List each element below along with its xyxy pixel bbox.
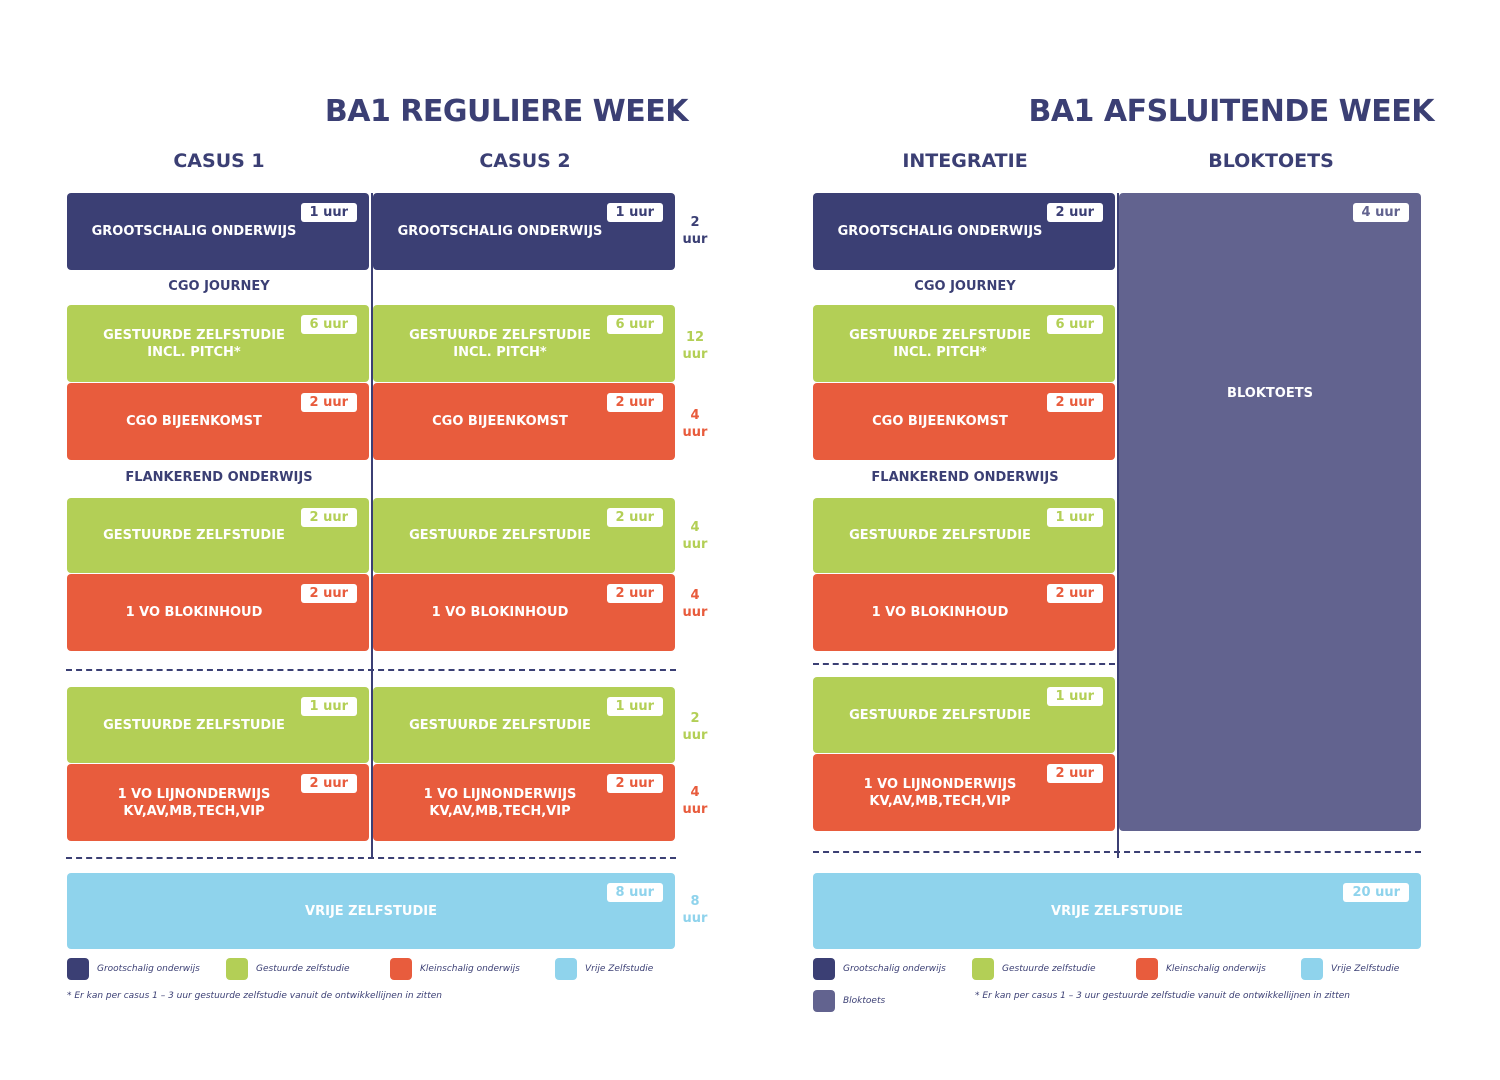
integratie-vo-blokinhoud-block: 1 VO BLOKINHOUD 2 uur (813, 574, 1115, 651)
total-gestuurde-pitch: 12 uur (682, 330, 708, 362)
hours-badge: 1 uur (1046, 508, 1103, 527)
integratie-cgo-bijeenkomst-block: CGO BIJEENKOMST 2 uur (813, 383, 1115, 460)
legend-grootschalig: Grootschalig onderwijs (67, 958, 200, 980)
right-title: BA1 AFSLUITENDE WEEK (1028, 94, 1434, 129)
legend-swatch (813, 990, 835, 1012)
hours-badge: 8 uur (606, 883, 663, 902)
integratie-grootschalig-block: GROOTSCHALIG ONDERWIJS 2 uur (813, 193, 1115, 270)
left-vrije-zelfstudie-block: VRIJE ZELFSTUDIE 8 uur (67, 873, 675, 949)
hours-badge: 2 uur (300, 393, 357, 412)
legend-vrije: Vrije Zelfstudie (1301, 958, 1399, 980)
casus2-grootschalig-block: GROOTSCHALIG ONDERWIJS 1 uur (373, 193, 675, 270)
hours-badge: 2 uur (300, 508, 357, 527)
legend-swatch (226, 958, 248, 980)
hours-badge: 1 uur (606, 203, 663, 222)
left-footnote: * Er kan per casus 1 – 3 uur gestuurde z… (67, 991, 442, 1001)
casus2-gestuurde-zelfstudie-2-block: GESTUURDE ZELFSTUDIE 1 uur (373, 687, 675, 763)
integratie-vo-lijnonderwijs-block: 1 VO LIJNONDERWIJS KV,AV,MB,TECH,VIP 2 uu… (813, 754, 1115, 831)
left-cgo-journey-header: CGO JOURNEY (168, 279, 270, 294)
left-col2-header: CASUS 2 (479, 150, 571, 172)
hours-badge: 1 uur (1046, 687, 1103, 706)
legend-swatch (1301, 958, 1323, 980)
casus1-grootschalig-block: GROOTSCHALIG ONDERWIJS 1 uur (67, 193, 369, 270)
hours-badge: 2 uur (606, 774, 663, 793)
legend-swatch (390, 958, 412, 980)
integratie-gestuurde-zelfstudie-pitch-block: GESTUURDE ZELFSTUDIE INCL. PITCH* 6 uur (813, 305, 1115, 382)
right-col2-header: BLOKTOETS (1208, 150, 1334, 172)
hours-badge: 2 uur (1046, 584, 1103, 603)
legend-swatch (555, 958, 577, 980)
hours-badge: 20 uur (1343, 883, 1409, 902)
right-column-divider (1117, 193, 1119, 858)
legend-swatch (1136, 958, 1158, 980)
legend-vrije: Vrije Zelfstudie (555, 958, 653, 980)
total-gestuurde-2: 2 uur (682, 711, 708, 743)
total-vrije: 8 uur (682, 894, 708, 926)
right-cgo-journey-header: CGO JOURNEY (914, 279, 1016, 294)
hours-badge: 1 uur (300, 203, 357, 222)
total-gestuurde: 4 uur (682, 520, 708, 552)
casus1-vo-lijnonderwijs-block: 1 VO LIJNONDERWIJS KV,AV,MB,TECH,VIP 2 uu… (67, 764, 369, 841)
integratie-gestuurde-zelfstudie-block: GESTUURDE ZELFSTUDIE 1 uur (813, 498, 1115, 573)
legend-gestuurde: Gestuurde zelfstudie (226, 958, 350, 980)
left-col1-header: CASUS 1 (173, 150, 265, 172)
legend-gestuurde: Gestuurde zelfstudie (972, 958, 1096, 980)
hours-badge: 1 uur (300, 697, 357, 716)
bloktoets-block: BLOKTOETS 4 uur (1119, 193, 1421, 831)
legend-bloktoets: Bloktoets (813, 990, 885, 1012)
hours-badge: 6 uur (606, 315, 663, 334)
legend-swatch (67, 958, 89, 980)
hours-badge: 1 uur (606, 697, 663, 716)
right-vrije-zelfstudie-block: VRIJE ZELFSTUDIE 20 uur (813, 873, 1421, 949)
hours-badge: 2 uur (606, 508, 663, 527)
right-col1-header: INTEGRATIE (902, 150, 1028, 172)
total-blokinhoud: 4 uur (682, 588, 708, 620)
right-separator-2 (813, 851, 1421, 853)
left-separator-2 (66, 857, 676, 859)
hours-badge: 2 uur (300, 774, 357, 793)
casus2-gestuurde-zelfstudie-pitch-block: GESTUURDE ZELFSTUDIE INCL. PITCH* 6 uur (373, 305, 675, 382)
right-footnote: * Er kan per casus 1 – 3 uur gestuurde z… (975, 991, 1350, 1001)
hours-badge: 4 uur (1352, 203, 1409, 222)
total-grootschalig: 2 uur (682, 215, 708, 247)
hours-badge: 2 uur (1046, 203, 1103, 222)
hours-badge: 6 uur (1046, 315, 1103, 334)
casus1-gestuurde-zelfstudie-pitch-block: GESTUURDE ZELFSTUDIE INCL. PITCH* 6 uur (67, 305, 369, 382)
hours-badge: 2 uur (1046, 393, 1103, 412)
casus2-cgo-bijeenkomst-block: CGO BIJEENKOMST 2 uur (373, 383, 675, 460)
total-cgo: 4 uur (682, 408, 708, 440)
hours-badge: 2 uur (606, 584, 663, 603)
casus2-gestuurde-zelfstudie-block: GESTUURDE ZELFSTUDIE 2 uur (373, 498, 675, 573)
casus2-vo-lijnonderwijs-block: 1 VO LIJNONDERWIJS KV,AV,MB,TECH,VIP 2 uu… (373, 764, 675, 841)
casus2-vo-blokinhoud-block: 1 VO BLOKINHOUD 2 uur (373, 574, 675, 651)
legend-swatch (972, 958, 994, 980)
hours-badge: 2 uur (300, 584, 357, 603)
legend-grootschalig: Grootschalig onderwijs (813, 958, 946, 980)
right-flankerend-header: FLANKEREND ONDERWIJS (871, 470, 1059, 485)
casus1-vo-blokinhoud-block: 1 VO BLOKINHOUD 2 uur (67, 574, 369, 651)
left-flankerend-header: FLANKEREND ONDERWIJS (125, 470, 313, 485)
casus1-gestuurde-zelfstudie-block: GESTUURDE ZELFSTUDIE 2 uur (67, 498, 369, 573)
right-separator-1 (813, 663, 1115, 665)
legend-kleinschalig: Kleinschalig onderwijs (390, 958, 520, 980)
legend-kleinschalig: Kleinschalig onderwijs (1136, 958, 1266, 980)
casus1-gestuurde-zelfstudie-2-block: GESTUURDE ZELFSTUDIE 1 uur (67, 687, 369, 763)
left-column-divider (371, 193, 373, 858)
hours-badge: 2 uur (606, 393, 663, 412)
casus1-cgo-bijeenkomst-block: CGO BIJEENKOMST 2 uur (67, 383, 369, 460)
left-separator-1 (66, 669, 676, 671)
integratie-gestuurde-zelfstudie-2-block: GESTUURDE ZELFSTUDIE 1 uur (813, 677, 1115, 753)
left-title: BA1 REGULIERE WEEK (324, 94, 689, 129)
hours-badge: 6 uur (300, 315, 357, 334)
hours-badge: 2 uur (1046, 764, 1103, 783)
legend-swatch (813, 958, 835, 980)
total-lijnonderwijs: 4 uur (682, 785, 708, 817)
